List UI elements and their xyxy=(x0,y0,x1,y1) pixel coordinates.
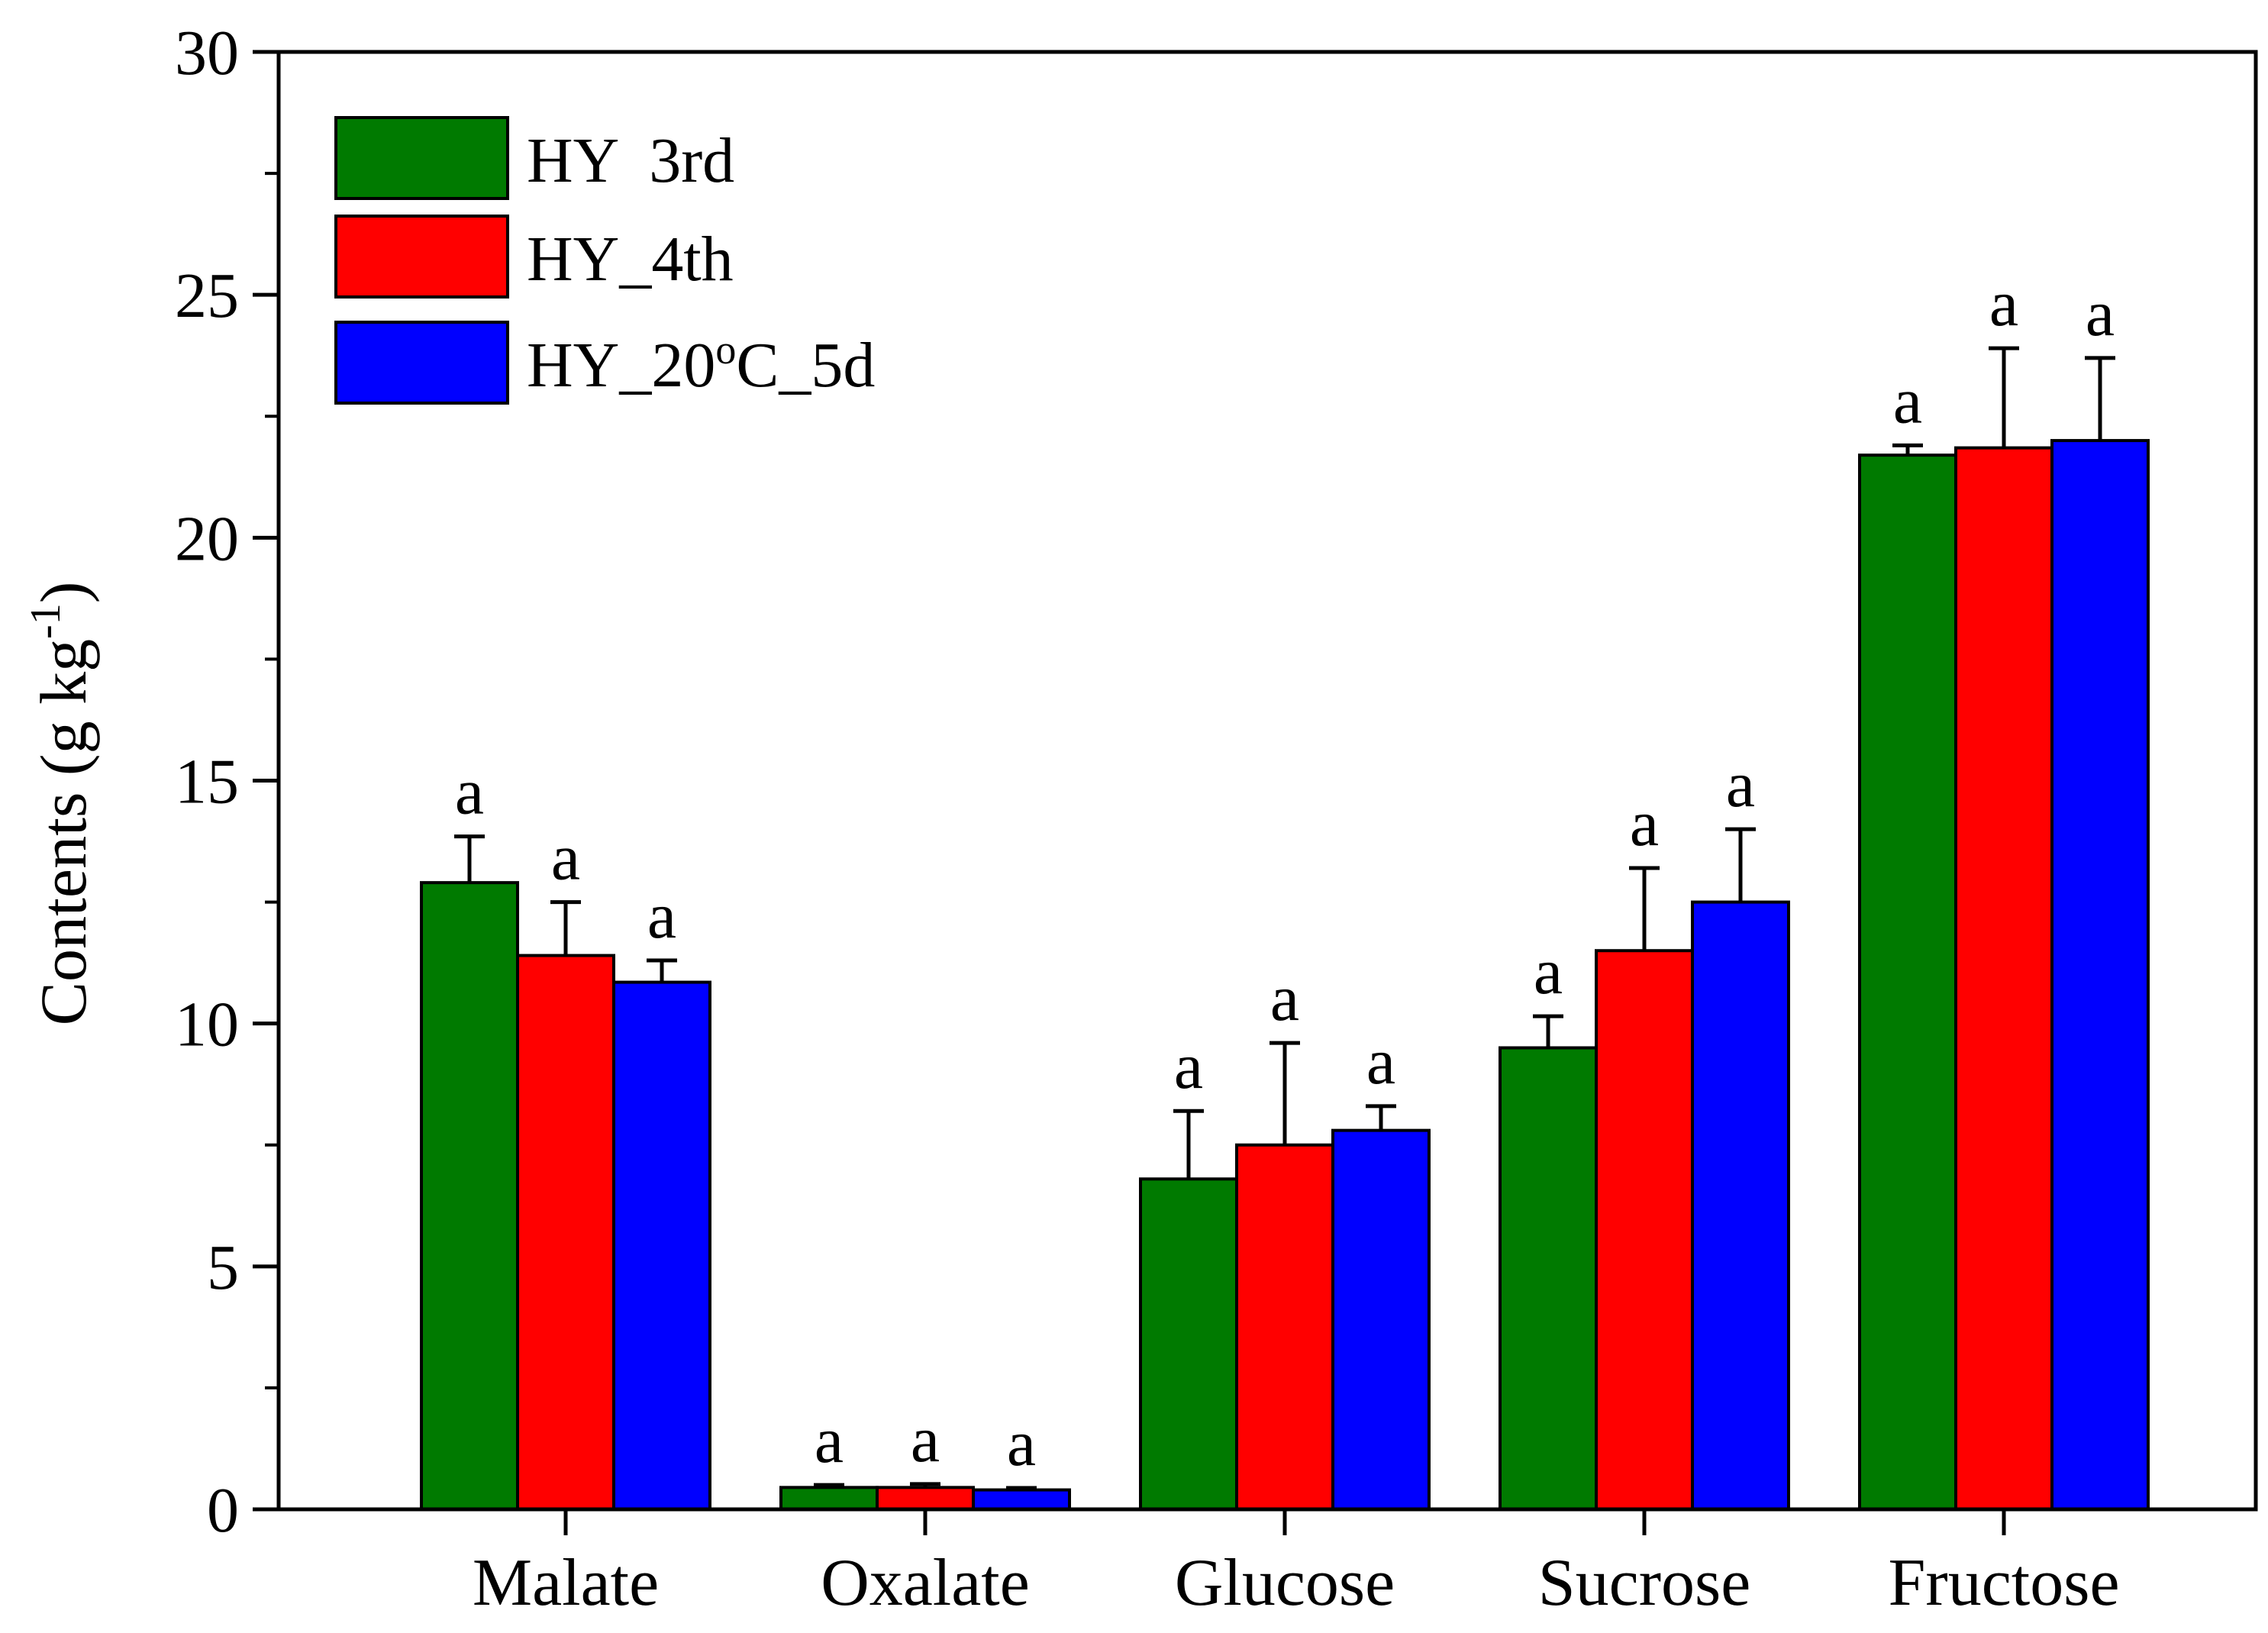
significance-label: a xyxy=(1989,266,2018,340)
bar-sucrose-series-3 xyxy=(1691,900,1790,1512)
y-tick-label: 10 xyxy=(175,989,239,1060)
significance-label: a xyxy=(1270,961,1299,1034)
y-tick-label: 20 xyxy=(175,503,239,574)
significance-label: a xyxy=(2086,276,2115,350)
y-tick-label: 30 xyxy=(175,18,239,89)
bar-fructose-series-2 xyxy=(1954,446,2053,1511)
legend-label-hy-4th: HY_4th xyxy=(527,224,734,295)
legend: HY 3rd HY_4th HY_20oC_5d xyxy=(334,116,875,405)
x-tick-label-malate: Malate xyxy=(473,1546,659,1620)
x-tick-label-fructose: Fructose xyxy=(1888,1546,2119,1620)
significance-label: a xyxy=(1534,934,1563,1008)
legend-entry-hy-4th: HY_4th xyxy=(334,215,734,299)
significance-label: a xyxy=(1007,1406,1036,1480)
y-axis-title-superscript: -1 xyxy=(22,603,69,639)
bar-sucrose-series-2 xyxy=(1595,949,1694,1511)
legend-label-hy-3rd: HY 3rd xyxy=(527,125,734,196)
significance-label: a xyxy=(1893,363,1922,437)
error-bars-layer xyxy=(454,346,2115,1490)
x-tick-label-glucose: Glucose xyxy=(1175,1546,1395,1620)
bar-sucrose-series-1 xyxy=(1499,1046,1598,1511)
legend-swatch-hy-20c-5d xyxy=(334,321,509,405)
x-tick-label-sucrose: Sucrose xyxy=(1538,1546,1751,1620)
bar-glucose-series-2 xyxy=(1235,1143,1334,1511)
significance-label: a xyxy=(1726,747,1755,821)
bar-oxalate-series-2 xyxy=(876,1486,975,1511)
y-axis-title: Contents (g kg-1) xyxy=(22,582,100,1026)
y-tick-label: 25 xyxy=(175,260,239,331)
bar-malate-series-1 xyxy=(420,881,519,1511)
legend-label-hy-20c-5d-superscript: o xyxy=(715,327,736,373)
axes-layer: 0 5 10 15 20 25 30 Malate Oxalate Glucose Sucrose F… xyxy=(175,18,2120,1620)
bar-fructose-series-1 xyxy=(1858,453,1957,1512)
bar-glucose-series-3 xyxy=(1331,1128,1431,1512)
bar-oxalate-series-3 xyxy=(972,1488,1071,1511)
y-tick-label: 5 xyxy=(207,1232,239,1303)
significance-label: a xyxy=(1630,786,1659,860)
legend-label-hy-20c-5d: HY_20oC_5d xyxy=(527,327,875,401)
legend-swatch-hy-4th xyxy=(334,215,509,299)
y-tick-label: 0 xyxy=(207,1475,239,1546)
bar-oxalate-series-1 xyxy=(779,1486,879,1511)
significance-label: a xyxy=(455,755,484,828)
legend-swatch-hy-3rd xyxy=(334,116,509,200)
significance-label: a xyxy=(815,1403,844,1476)
legend-entry-hy-3rd: HY 3rd xyxy=(334,116,734,200)
bar-malate-series-2 xyxy=(516,954,615,1511)
y-axis-title-main: Contents (g kg xyxy=(27,639,100,1025)
bar-fructose-series-3 xyxy=(2050,439,2150,1511)
y-tick-label: 15 xyxy=(175,747,239,818)
significance-label: a xyxy=(1366,1025,1395,1098)
significance-label: a xyxy=(911,1402,940,1476)
bar-malate-series-3 xyxy=(612,980,711,1512)
legend-entry-hy-20c-5d: HY_20oC_5d xyxy=(334,321,875,405)
legend-label-hy-20c-5d-main: HY_20 xyxy=(527,330,715,401)
significance-label: a xyxy=(647,879,676,952)
y-axis-title-close: ) xyxy=(27,582,100,604)
legend-label-hy-20c-5d-suffix: C_5d xyxy=(736,330,875,401)
significance-label: a xyxy=(1174,1029,1203,1102)
bar-glucose-series-1 xyxy=(1139,1177,1238,1511)
x-tick-label-oxalate: Oxalate xyxy=(821,1546,1030,1620)
significance-label: a xyxy=(551,821,580,894)
